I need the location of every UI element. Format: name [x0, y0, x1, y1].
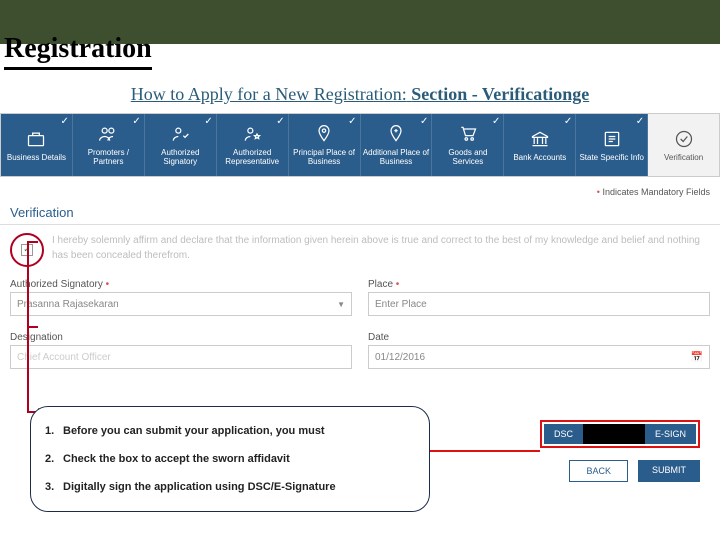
date-label: Date: [368, 332, 710, 343]
check-icon: ✓: [132, 116, 140, 127]
tab-goods-services[interactable]: ✓ Goods and Services: [432, 114, 504, 176]
action-buttons: DSC E-SIGN BACK SUBMIT: [540, 420, 700, 482]
people-icon: [98, 124, 118, 144]
sign-button-group: DSC E-SIGN: [540, 420, 700, 448]
required-star: •: [396, 279, 400, 290]
registration-tabs: ✓ Business Details ✓ Promoters / Partner…: [0, 113, 720, 177]
tab-state-info[interactable]: ✓ State Specific Info: [576, 114, 648, 176]
form-row-1: Authorized Signatory • Prasanna Rajaseka…: [0, 275, 720, 316]
callout-text-1: Before you can submit your application, …: [63, 425, 325, 437]
tab-label: Additional Place of Business: [363, 148, 430, 166]
callout-item-2: 2.Check the box to accept the sworn affi…: [45, 445, 415, 473]
chevron-down-icon: ▼: [337, 300, 345, 309]
briefcase-icon: [26, 129, 46, 149]
mandatory-text: Indicates Mandatory Fields: [602, 187, 710, 197]
check-icon: ✓: [420, 116, 428, 127]
date-field[interactable]: 01/12/2016 📅: [368, 345, 710, 369]
tab-label: Promoters / Partners: [75, 148, 142, 166]
cart-icon: [458, 124, 478, 144]
bank-icon: [530, 129, 550, 149]
tab-label: State Specific Info: [579, 153, 643, 162]
tab-verification[interactable]: Verification: [648, 114, 719, 176]
check-icon: ✓: [276, 116, 284, 127]
required-star: •: [106, 279, 110, 290]
designation-value: Chief Account Officer: [17, 352, 111, 363]
callout-text-2: Check the box to accept the sworn affida…: [63, 453, 290, 465]
tab-bank-accounts[interactable]: ✓ Bank Accounts: [504, 114, 576, 176]
place-label-text: Place: [368, 279, 393, 290]
tab-auth-rep[interactable]: ✓ Authorized Representative: [217, 114, 289, 176]
place-placeholder: Enter Place: [375, 299, 427, 310]
tab-label: Verification: [664, 153, 703, 162]
check-icon: ✓: [492, 116, 500, 127]
back-button[interactable]: BACK: [569, 460, 628, 482]
check-circle-icon: [674, 129, 694, 149]
auth-sig-select[interactable]: Prasanna Rajasekaran ▼: [10, 292, 352, 316]
subtitle: How to Apply for a New Registration: Sec…: [0, 84, 720, 105]
esign-button[interactable]: E-SIGN: [645, 424, 696, 444]
callout-item-1: 1.Before you can submit your application…: [45, 417, 415, 445]
person-check-icon: [170, 124, 190, 144]
callout-text-3: Digitally sign the application using DSC…: [63, 481, 336, 493]
auth-sig-label: Authorized Signatory •: [10, 279, 352, 290]
nav-button-row: BACK SUBMIT: [569, 460, 700, 482]
form-row-2: Designation Chief Account Officer Date 0…: [0, 328, 720, 369]
tab-auth-signatory[interactable]: ✓ Authorized Signatory: [145, 114, 217, 176]
check-icon: ✓: [61, 116, 69, 127]
tab-business-details[interactable]: ✓ Business Details: [1, 114, 73, 176]
affidavit-text: I hereby solemnly affirm and declare tha…: [52, 233, 710, 263]
subtitle-prefix: How to Apply for a New Registration:: [131, 84, 407, 104]
tab-label: Authorized Signatory: [147, 148, 214, 166]
check-icon: ✓: [348, 116, 356, 127]
page-title: Registration: [4, 33, 152, 70]
dsc-button[interactable]: DSC: [544, 424, 583, 444]
mandatory-note: • Indicates Mandatory Fields: [0, 177, 720, 201]
callout-item-3: 3.Digitally sign the application using D…: [45, 473, 415, 501]
place-input[interactable]: Enter Place: [368, 292, 710, 316]
calendar-icon: 📅: [691, 352, 703, 363]
affidavit-checkbox-highlight: ✓: [10, 233, 44, 267]
pin-icon: [314, 124, 334, 144]
pin-plus-icon: [386, 124, 406, 144]
designation-label: Designation: [10, 332, 352, 343]
check-icon: ✓: [564, 116, 572, 127]
redacted-button[interactable]: [583, 424, 645, 444]
check-icon: ✓: [636, 116, 644, 127]
tab-label: Goods and Services: [434, 148, 501, 166]
check-icon: ✓: [204, 116, 212, 127]
place-label: Place •: [368, 279, 710, 290]
list-icon: [602, 129, 622, 149]
tab-label: Authorized Representative: [219, 148, 286, 166]
tab-label: Bank Accounts: [513, 153, 566, 162]
person-star-icon: [242, 124, 262, 144]
designation-field: Chief Account Officer: [10, 345, 352, 369]
auth-sig-value: Prasanna Rajasekaran: [17, 299, 119, 310]
tab-additional-place[interactable]: ✓ Additional Place of Business: [361, 114, 433, 176]
auth-sig-label-text: Authorized Signatory: [10, 279, 103, 290]
tab-principal-place[interactable]: ✓ Principal Place of Business: [289, 114, 361, 176]
date-value: 01/12/2016: [375, 352, 425, 363]
verification-heading: Verification: [0, 201, 720, 225]
affidavit-row: ✓ I hereby solemnly affirm and declare t…: [0, 225, 720, 275]
instruction-callout: 1.Before you can submit your application…: [30, 406, 430, 512]
mandatory-star: •: [597, 187, 600, 197]
submit-button[interactable]: SUBMIT: [638, 460, 700, 482]
affidavit-checkbox[interactable]: ✓: [21, 244, 33, 256]
subtitle-bold: Section - Verificationge: [411, 84, 589, 104]
tab-label: Business Details: [7, 153, 66, 162]
tab-label: Principal Place of Business: [291, 148, 358, 166]
tab-promoters[interactable]: ✓ Promoters / Partners: [73, 114, 145, 176]
